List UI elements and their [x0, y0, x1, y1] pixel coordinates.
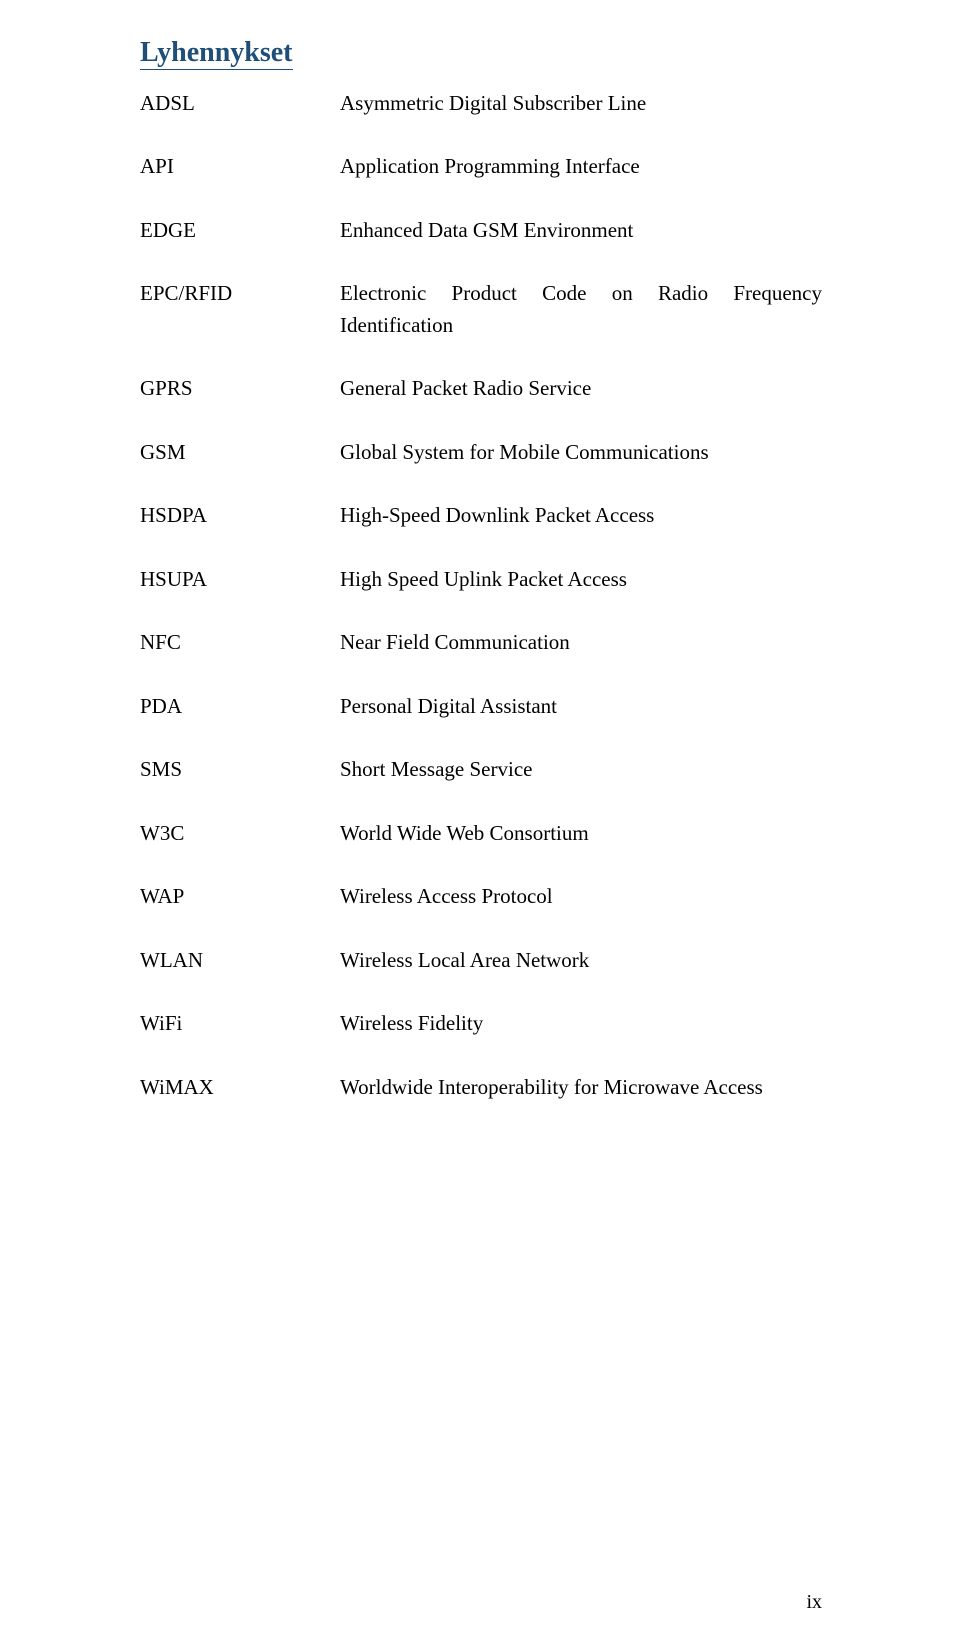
- definition: Wireless Access Protocol: [340, 881, 822, 913]
- term: EDGE: [140, 215, 340, 247]
- term: W3C: [140, 818, 340, 850]
- term: WLAN: [140, 945, 340, 977]
- term: PDA: [140, 691, 340, 723]
- definition-entry: W3C World Wide Web Consortium: [140, 818, 822, 850]
- definition: High Speed Uplink Packet Access: [340, 564, 822, 596]
- definition: Enhanced Data GSM Environment: [340, 215, 822, 247]
- definition-entry: WLAN Wireless Local Area Network: [140, 945, 822, 977]
- term: WiMAX: [140, 1072, 340, 1104]
- definition: Application Programming Interface: [340, 151, 822, 183]
- definition: Electronic Product Code on Radio Frequen…: [340, 278, 822, 341]
- definition-entry: HSUPA High Speed Uplink Packet Access: [140, 564, 822, 596]
- definition-entry: GSM Global System for Mobile Communicati…: [140, 437, 822, 469]
- definition: Near Field Communication: [340, 627, 822, 659]
- definition: Global System for Mobile Communications: [340, 437, 822, 469]
- page-number: ix: [806, 1591, 822, 1614]
- term: GPRS: [140, 373, 340, 405]
- definition-entry: NFC Near Field Communication: [140, 627, 822, 659]
- definition: Worldwide Interoperability for Microwave…: [340, 1072, 822, 1104]
- term: ADSL: [140, 88, 340, 120]
- term: EPC/RFID: [140, 278, 340, 310]
- definition: Short Message Service: [340, 754, 822, 786]
- definition-entry: GPRS General Packet Radio Service: [140, 373, 822, 405]
- section-heading: Lyhennykset: [140, 38, 293, 70]
- definition: General Packet Radio Service: [340, 373, 822, 405]
- term: API: [140, 151, 340, 183]
- definition: Wireless Local Area Network: [340, 945, 822, 977]
- definition-entry: PDA Personal Digital Assistant: [140, 691, 822, 723]
- definition-entry: EDGE Enhanced Data GSM Environment: [140, 215, 822, 247]
- definition: Personal Digital Assistant: [340, 691, 822, 723]
- definition-entry: API Application Programming Interface: [140, 151, 822, 183]
- definition-list: ADSL Asymmetric Digital Subscriber Line …: [140, 88, 822, 1104]
- definition-entry: HSDPA High-Speed Downlink Packet Access: [140, 500, 822, 532]
- term: GSM: [140, 437, 340, 469]
- definition: Wireless Fidelity: [340, 1008, 822, 1040]
- definition: High-Speed Downlink Packet Access: [340, 500, 822, 532]
- term: HSDPA: [140, 500, 340, 532]
- definition-entry: WiFi Wireless Fidelity: [140, 1008, 822, 1040]
- definition: World Wide Web Consortium: [340, 818, 822, 850]
- term: HSUPA: [140, 564, 340, 596]
- definition-entry: WiMAX Worldwide Interoperability for Mic…: [140, 1072, 822, 1104]
- term: NFC: [140, 627, 340, 659]
- definition-entry: SMS Short Message Service: [140, 754, 822, 786]
- definition-entry: WAP Wireless Access Protocol: [140, 881, 822, 913]
- definition: Asymmetric Digital Subscriber Line: [340, 88, 822, 120]
- term: SMS: [140, 754, 340, 786]
- definition-entry: ADSL Asymmetric Digital Subscriber Line: [140, 88, 822, 120]
- term: WiFi: [140, 1008, 340, 1040]
- term: WAP: [140, 881, 340, 913]
- definition-entry: EPC/RFID Electronic Product Code on Radi…: [140, 278, 822, 341]
